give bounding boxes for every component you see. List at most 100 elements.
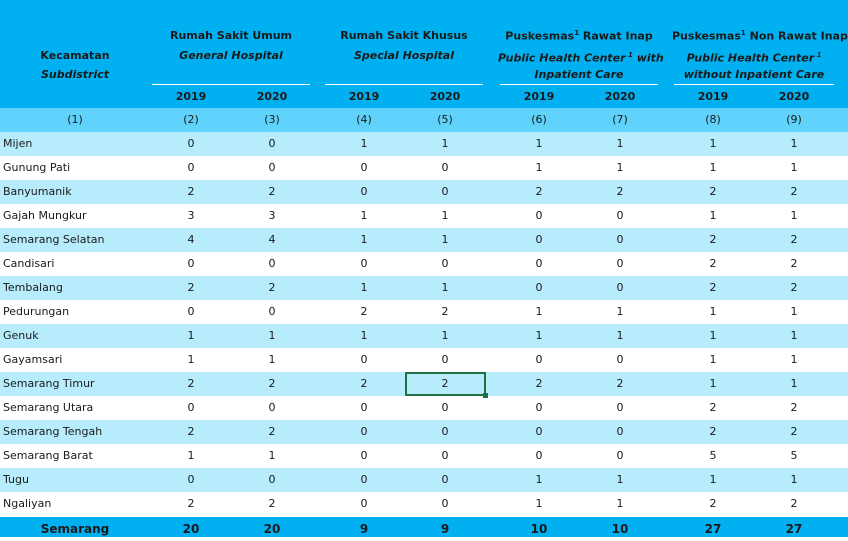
value-cell[interactable]: 0 [360,161,368,174]
year-header[interactable]: 2019 [348,90,380,103]
puskesmas-ri-header[interactable]: Puskesmas1 Rawat Inap [505,29,653,43]
index-cell[interactable]: (5) [437,113,453,126]
year-header[interactable]: 2020 [429,90,461,103]
value-cell[interactable]: 0 [535,353,543,366]
value-cell[interactable]: 0 [360,401,368,414]
value-cell[interactable]: 2 [790,425,798,438]
index-cell[interactable]: (1) [67,113,83,126]
value-cell[interactable]: 1 [790,473,798,486]
value-cell[interactable]: 2 [709,497,717,510]
puskesmas-nri-header[interactable]: Puskesmas1 Non Rawat Inap [672,29,848,43]
rsk-header[interactable]: Rumah Sakit Khusus [340,29,468,42]
value-cell[interactable]: 0 [268,161,276,174]
value-cell[interactable]: 2 [709,257,717,270]
year-header[interactable]: 2019 [523,90,555,103]
fill-handle[interactable] [483,393,488,398]
value-cell[interactable]: 0 [616,449,624,462]
phc-without-header[interactable]: Public Health Center 1 [686,51,822,65]
year-header[interactable]: 2020 [256,90,288,103]
value-cell[interactable]: 0 [535,401,543,414]
value-cell[interactable]: 1 [268,353,276,366]
value-cell[interactable]: 1 [441,281,449,294]
value-cell[interactable]: 5 [709,449,717,462]
value-cell[interactable]: 2 [268,281,276,294]
phc-with-header[interactable]: Public Health Center 1 with [498,51,664,65]
subdistrict-name-cell[interactable]: Gayamsari [3,353,63,366]
value-cell[interactable]: 1 [535,473,543,486]
value-cell[interactable]: 1 [268,329,276,342]
selected-cell-border[interactable] [405,372,488,398]
index-cell[interactable]: (3) [264,113,280,126]
value-cell[interactable]: 1 [790,161,798,174]
value-cell[interactable]: 2 [790,233,798,246]
value-cell[interactable]: 2 [441,377,449,390]
value-cell[interactable]: 0 [441,353,449,366]
subdistrict-name-cell[interactable]: Banyumanik [3,185,72,198]
value-cell[interactable]: 1 [360,329,368,342]
value-cell[interactable]: 0 [616,425,624,438]
subdistrict-name-cell[interactable]: Semarang Timur [3,377,95,390]
value-cell[interactable]: 0 [535,233,543,246]
phc-without-header-2[interactable]: without Inpatient Care [683,68,825,81]
value-cell[interactable]: 2 [616,185,624,198]
value-cell[interactable]: 1 [187,353,195,366]
value-cell[interactable]: 1 [268,449,276,462]
value-cell[interactable]: 0 [616,233,624,246]
year-header[interactable]: 2020 [778,90,810,103]
year-header[interactable]: 2020 [604,90,636,103]
value-cell[interactable]: 1 [709,305,717,318]
value-cell[interactable]: 2 [360,377,368,390]
value-cell[interactable]: 1 [441,209,449,222]
value-cell[interactable]: 0 [616,281,624,294]
value-cell[interactable]: 1 [709,137,717,150]
index-cell[interactable]: (6) [531,113,547,126]
index-cell[interactable]: (4) [356,113,372,126]
value-cell[interactable]: 3 [268,209,276,222]
subdistrict-name-cell[interactable]: Gunung Pati [3,161,71,174]
value-cell[interactable]: 0 [187,473,195,486]
value-cell[interactable]: 0 [441,497,449,510]
value-cell[interactable]: 1 [535,305,543,318]
value-cell[interactable]: 1 [535,497,543,510]
value-cell[interactable]: 0 [268,257,276,270]
value-cell[interactable]: 2 [187,377,195,390]
value-cell[interactable]: 0 [535,425,543,438]
value-cell[interactable]: 0 [616,353,624,366]
value-cell[interactable]: 2 [187,185,195,198]
value-cell[interactable]: 1 [535,137,543,150]
value-cell[interactable]: 1 [360,209,368,222]
value-cell[interactable]: 2 [790,257,798,270]
value-cell[interactable]: 1 [790,329,798,342]
subdistrict-header[interactable]: Subdistrict [40,68,110,81]
index-cell[interactable]: (7) [612,113,628,126]
value-cell[interactable]: 1 [441,329,449,342]
value-cell[interactable]: 0 [616,401,624,414]
value-cell[interactable]: 3 [187,209,195,222]
value-cell[interactable]: 1 [616,305,624,318]
value-cell[interactable]: 1 [360,137,368,150]
value-cell[interactable]: 1 [187,449,195,462]
value-cell[interactable]: 5 [790,449,798,462]
value-cell[interactable]: 0 [616,209,624,222]
index-cell[interactable]: (9) [786,113,802,126]
value-cell[interactable]: 2 [790,281,798,294]
total-cell[interactable]: 27 [785,522,803,536]
value-cell[interactable]: 2 [790,185,798,198]
value-cell[interactable]: 1 [790,377,798,390]
value-cell[interactable]: 0 [441,425,449,438]
kecamatan-header[interactable]: Kecamatan [40,49,110,62]
value-cell[interactable]: 2 [360,305,368,318]
value-cell[interactable]: 2 [187,425,195,438]
value-cell[interactable]: 1 [709,161,717,174]
value-cell[interactable]: 2 [709,401,717,414]
rsk-en-header[interactable]: Special Hospital [354,49,454,62]
value-cell[interactable]: 2 [616,377,624,390]
value-cell[interactable]: 1 [187,329,195,342]
subdistrict-name-cell[interactable]: Semarang Barat [3,449,93,462]
value-cell[interactable]: 2 [268,425,276,438]
total-cell[interactable]: 9 [359,522,369,536]
year-header[interactable]: 2019 [697,90,729,103]
value-cell[interactable]: 0 [535,281,543,294]
value-cell[interactable]: 0 [616,257,624,270]
value-cell[interactable]: 1 [616,161,624,174]
